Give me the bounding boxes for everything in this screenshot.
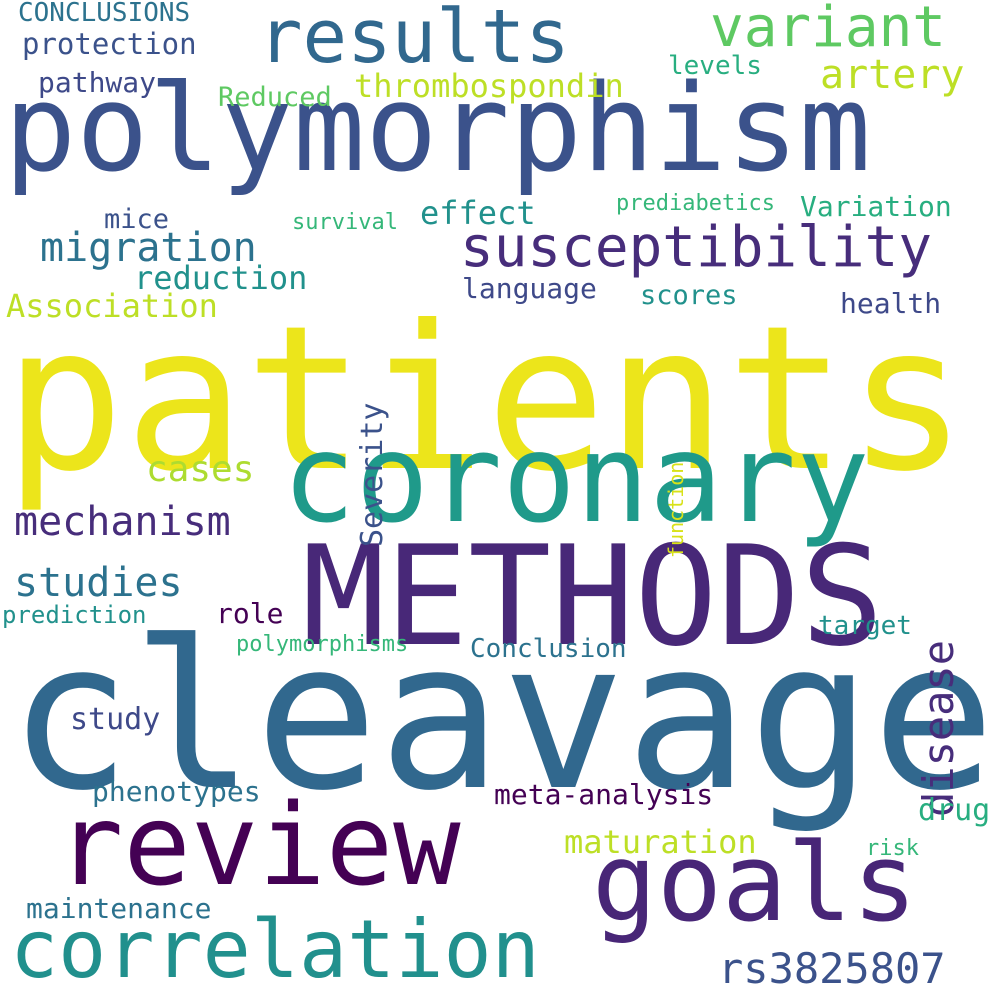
word-association: Association xyxy=(6,287,218,325)
word-prediction: prediction xyxy=(2,601,147,629)
word-thrombospondin: thrombospondin xyxy=(354,67,624,105)
word-rs3825807: rs3825807 xyxy=(718,944,946,993)
word-effect: effect xyxy=(420,194,536,232)
word-levels: levels xyxy=(668,51,762,81)
word-susceptibility: susceptibility xyxy=(460,215,933,280)
word-results: results xyxy=(258,0,570,80)
word-severity: Severity xyxy=(355,402,390,548)
word-artery: artery xyxy=(820,52,965,98)
word-coronary: coronary xyxy=(282,408,870,550)
word-study: study xyxy=(70,702,161,737)
word-target: target xyxy=(818,611,912,641)
word-disease: disease xyxy=(914,639,963,817)
word-mechanism: mechanism xyxy=(14,499,231,545)
word-conclusions: CONCLUSIONS xyxy=(18,0,191,28)
word-patients: patients xyxy=(4,283,968,516)
word-risk: risk xyxy=(866,836,919,861)
word-conclusion: Conclusion xyxy=(470,634,627,664)
word-scores: scores xyxy=(640,280,738,311)
word-reduction: reduction xyxy=(134,259,308,297)
word-cleavage: cleavage xyxy=(8,598,996,836)
word-maturation: maturation xyxy=(564,823,757,861)
word-maintenance: maintenance xyxy=(26,892,212,925)
word-health: health xyxy=(840,287,942,320)
word-studies: studies xyxy=(14,560,183,606)
word-variation: Variation xyxy=(800,190,952,223)
word-role: role xyxy=(216,597,284,630)
word-language: language xyxy=(462,272,597,305)
word-review: review xyxy=(56,781,461,911)
word-variant: variant xyxy=(710,0,947,60)
word-methods: METHODS xyxy=(302,516,884,677)
word-correlation: correlation xyxy=(10,903,540,996)
word-pathway: pathway xyxy=(38,66,157,99)
word-drug: drug xyxy=(918,793,991,828)
word-meta-analysis: meta-analysis xyxy=(494,778,714,811)
word-survival: survival xyxy=(292,210,398,235)
word-mice: mice xyxy=(104,204,170,235)
word-prediabetics: prediabetics xyxy=(616,191,775,216)
word-function: function xyxy=(664,461,688,558)
word-goals: goals xyxy=(592,821,918,946)
word-protection: protection xyxy=(22,27,197,61)
word-polymorphisms: polymorphisms xyxy=(236,632,409,657)
word-phenotypes: phenotypes xyxy=(92,775,261,808)
word-reduced: Reduced xyxy=(218,82,332,113)
word-cases: cases xyxy=(146,449,255,490)
word-migration: migration xyxy=(40,225,257,271)
word-polymorphism: polymorphism xyxy=(4,60,871,199)
